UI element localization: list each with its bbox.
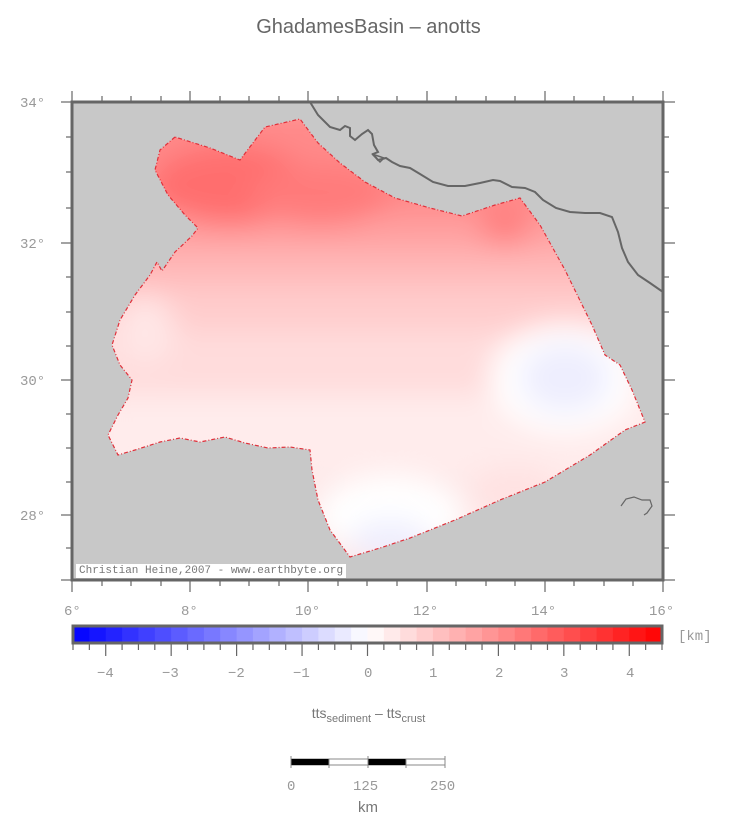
colorbar (73, 626, 663, 643)
lon-label-6: 6° (64, 604, 81, 620)
lon-label-16: 16° (649, 604, 674, 620)
svg-text:0: 0 (364, 666, 372, 682)
svg-text:4: 4 (626, 666, 634, 682)
svg-text:−1: −1 (293, 666, 310, 682)
colorbar-unit: [km] (678, 629, 712, 645)
coastline (309, 102, 663, 516)
lon-label-8: 8° (181, 604, 198, 620)
scale-label-250: 250 (430, 779, 455, 795)
lon-ticks (71, 91, 664, 592)
lon-label-10: 10° (295, 604, 320, 620)
scale-unit: km (358, 799, 378, 816)
scale-bar: 0 125 250 (287, 756, 455, 795)
svg-text:1: 1 (429, 666, 437, 682)
lat-label-30: 30° (20, 374, 45, 390)
lat-label-32: 32° (20, 237, 45, 253)
svg-text:3: 3 (560, 666, 568, 682)
svg-text:−2: −2 (228, 666, 245, 682)
colorbar-frame (71, 624, 664, 645)
lat-ticks (61, 101, 675, 581)
map-title: GhadamesBasin – anotts (256, 16, 481, 38)
colorbar-tick-labels: −4 −3 −2 −1 0 1 2 3 4 (97, 666, 634, 682)
svg-text:−3: −3 (162, 666, 179, 682)
credit-label: Christian Heine,2007 - www.earthbyte.org (76, 564, 347, 578)
colorbar-ticks (72, 644, 663, 656)
lat-label-28: 28° (20, 509, 45, 525)
lon-label-12: 12° (413, 604, 438, 620)
svg-text:−4: −4 (97, 666, 114, 682)
scale-label-125: 125 (353, 779, 378, 795)
svg-text:2: 2 (495, 666, 503, 682)
lat-label-34: 34° (20, 96, 45, 112)
scale-label-0: 0 (287, 779, 295, 795)
colorbar-quantity-label: ttssediment – ttscrust (311, 705, 426, 725)
lon-label-14: 14° (531, 604, 556, 620)
